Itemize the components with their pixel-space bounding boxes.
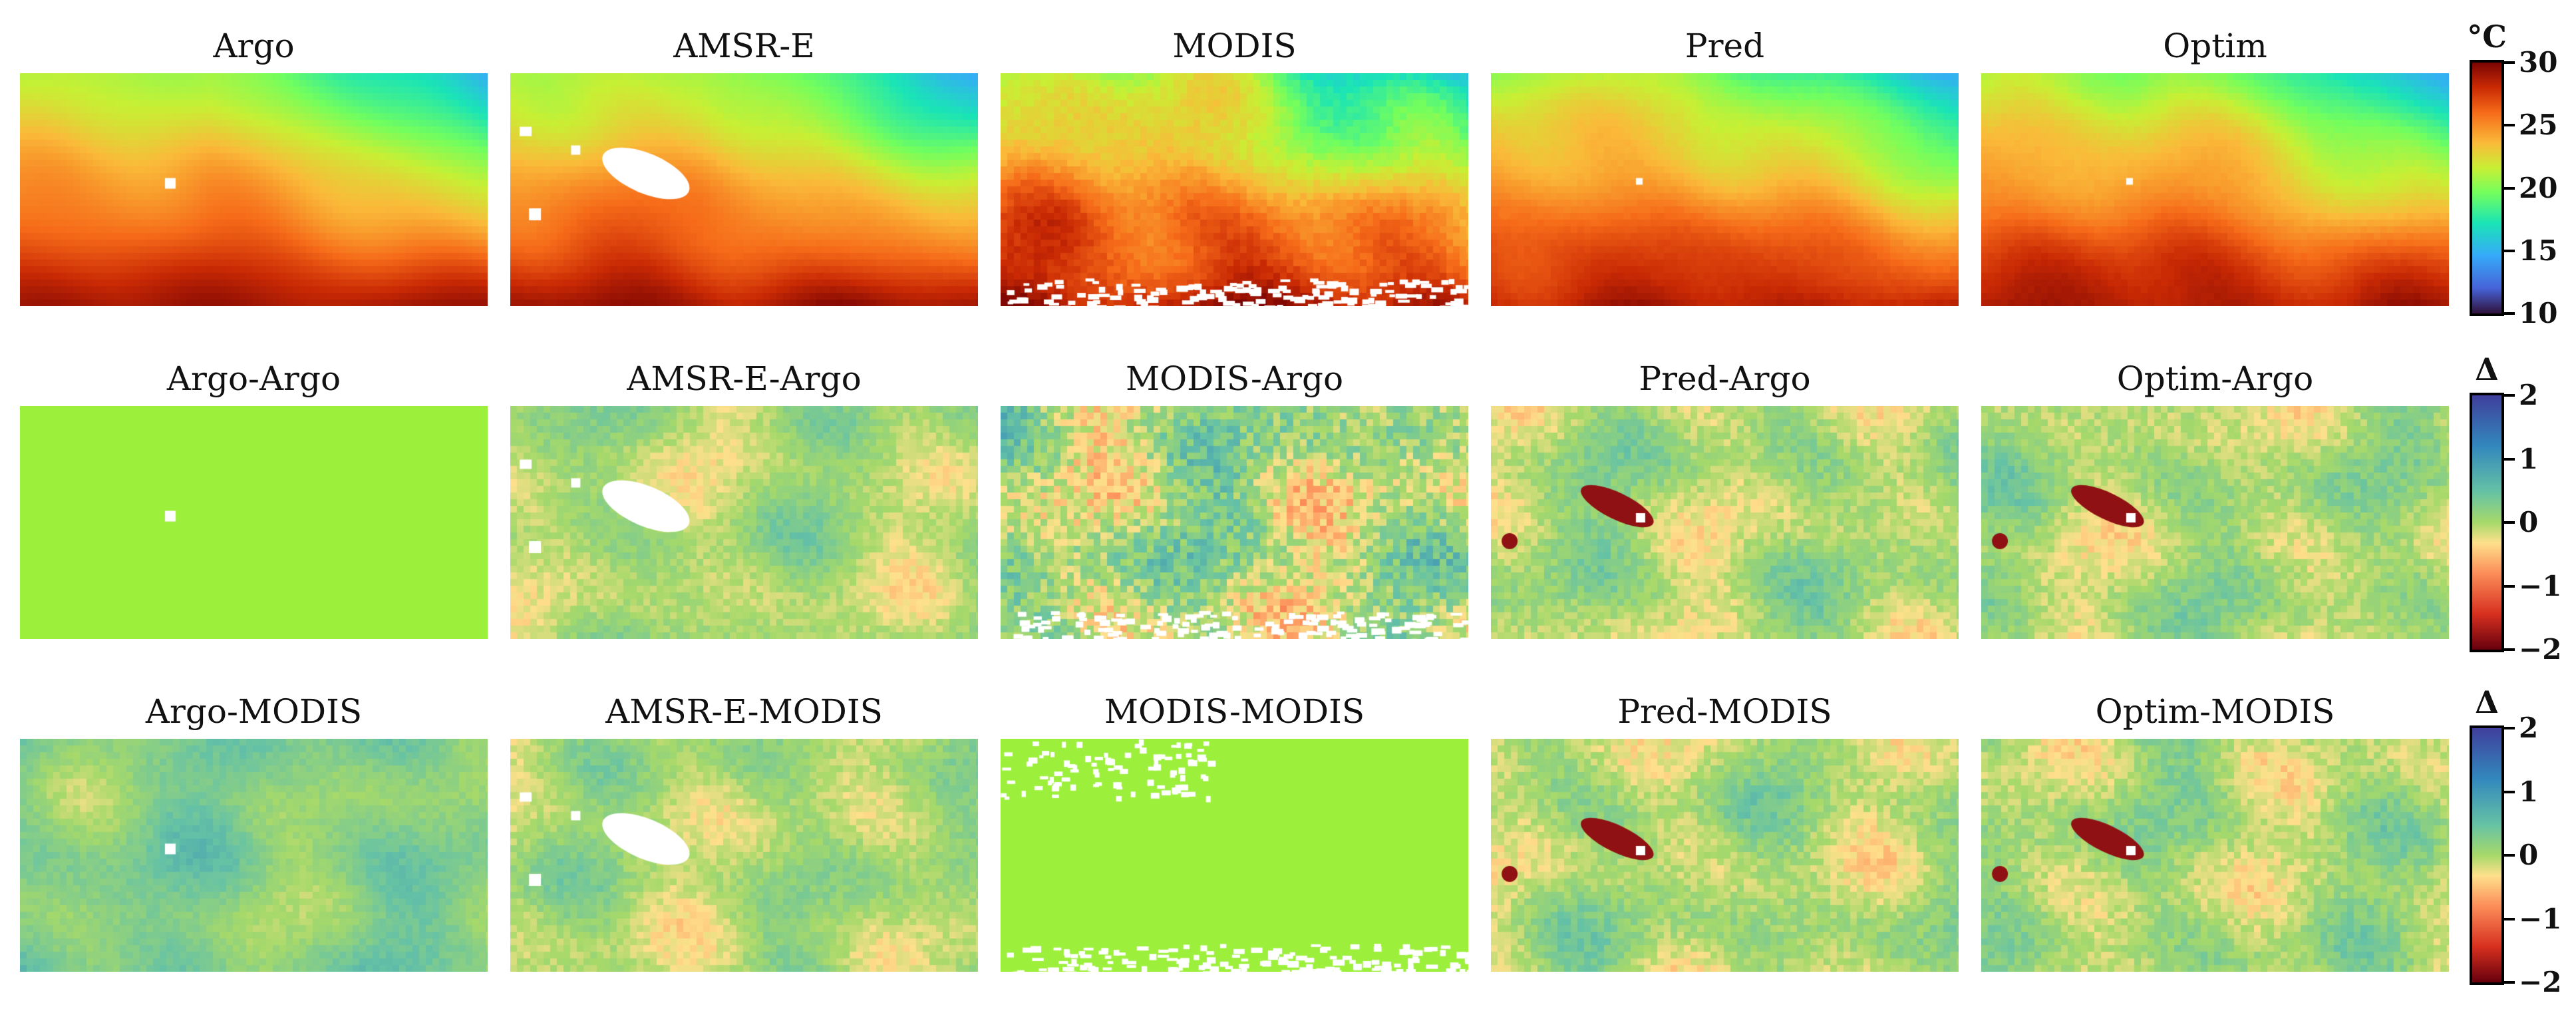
panel-title: AMSR-E-Argo: [627, 359, 862, 398]
panel-title: Argo-MODIS: [145, 692, 363, 731]
heatmap-image: [20, 73, 488, 306]
colorbar-tick-label: 20: [2519, 171, 2558, 204]
colorbar-tick: [2504, 312, 2515, 315]
heatmap-panel: [510, 406, 978, 639]
heatmap-panel: [1491, 406, 1959, 639]
panel-title: Optim-MODIS: [2095, 692, 2335, 731]
colorbar-tick-label: 0: [2519, 506, 2539, 538]
colorbar-tick: [2504, 249, 2515, 252]
heatmap-image: [20, 739, 488, 972]
colorbar-unit-label: Δ: [2475, 684, 2499, 720]
heatmap-panel: [20, 739, 488, 972]
heatmap-panel: [1981, 739, 2449, 972]
colorbar-tick: [2504, 457, 2515, 461]
panel-title: AMSR-E-MODIS: [605, 692, 883, 731]
heatmap-panel: [1491, 739, 1959, 972]
colorbar-tick-label: 1: [2519, 442, 2539, 475]
colorbar-tick: [2504, 124, 2515, 127]
colorbar-tick-label: 0: [2519, 839, 2539, 871]
colorbar-tick-label: −2: [2519, 633, 2562, 666]
heatmap-panel: [20, 73, 488, 306]
heatmap-panel: [510, 73, 978, 306]
colorbar-tick: [2504, 584, 2515, 588]
panel-title: Pred-Argo: [1639, 359, 1811, 398]
colorbar-tick: [2504, 186, 2515, 190]
colorbar-tick-label: 1: [2519, 775, 2539, 808]
colorbar-tick-label: 10: [2519, 297, 2558, 329]
heatmap-panel: [1981, 73, 2449, 306]
heatmap-image: [1001, 739, 1468, 972]
heatmap-panel: [1001, 739, 1468, 972]
panel-title: MODIS-MODIS: [1104, 692, 1365, 731]
colorbar-tick-label: 25: [2519, 108, 2558, 142]
colorbar-tick-label: −1: [2519, 902, 2562, 935]
colorbar-tick: [2504, 981, 2515, 984]
colorbar: [2470, 393, 2504, 652]
panel-title: Argo: [213, 27, 295, 65]
panel-title: Optim-Argo: [2116, 359, 2314, 398]
colorbar-tick-label: −2: [2519, 966, 2562, 998]
colorbar-tick-label: 2: [2519, 712, 2539, 744]
colorbar-tick: [2504, 61, 2515, 64]
panel-title: MODIS-Argo: [1125, 359, 1344, 398]
panel-title: AMSR-E: [673, 27, 815, 65]
colorbar-tick: [2504, 790, 2515, 793]
colorbar-tick: [2504, 854, 2515, 857]
heatmap-image: [20, 406, 488, 639]
colorbar-tick-label: 15: [2519, 234, 2558, 267]
heatmap-image: [510, 406, 978, 639]
heatmap-image: [1981, 73, 2449, 306]
heatmap-image: [1491, 73, 1959, 306]
heatmap-panel: [1001, 73, 1468, 306]
panel-title: Pred: [1685, 27, 1765, 65]
panel-title: MODIS: [1172, 27, 1297, 65]
colorbar-tick: [2504, 648, 2515, 651]
panel-title: Optim: [2163, 27, 2267, 65]
colorbar: [2470, 725, 2504, 985]
heatmap-panel: [1981, 406, 2449, 639]
panel-title: Argo-Argo: [166, 359, 341, 398]
heatmap-image: [1981, 406, 2449, 639]
heatmap-panel: [1001, 406, 1468, 639]
colorbar-unit-label: °C: [2467, 19, 2507, 55]
colorbar-tick: [2504, 727, 2515, 729]
colorbar-tick: [2504, 917, 2515, 920]
heatmap-panel: [20, 406, 488, 639]
heatmap-panel: [510, 739, 978, 972]
heatmap-image: [510, 73, 978, 306]
colorbar-tick-label: 2: [2519, 379, 2539, 411]
heatmap-image: [1981, 739, 2449, 972]
heatmap-panel: [1491, 73, 1959, 306]
colorbar-tick: [2504, 394, 2515, 397]
heatmap-image: [1001, 406, 1468, 639]
colorbar-tick: [2504, 521, 2515, 524]
colorbar: [2470, 60, 2504, 316]
colorbar-tick-label: −1: [2519, 569, 2562, 602]
heatmap-image: [1001, 73, 1468, 306]
panel-title: Pred-MODIS: [1617, 692, 1832, 731]
colorbar-tick-label: 30: [2519, 46, 2558, 79]
colorbar-unit-label: Δ: [2475, 351, 2499, 387]
heatmap-image: [1491, 739, 1959, 972]
heatmap-image: [1491, 406, 1959, 639]
heatmap-image: [510, 739, 978, 972]
